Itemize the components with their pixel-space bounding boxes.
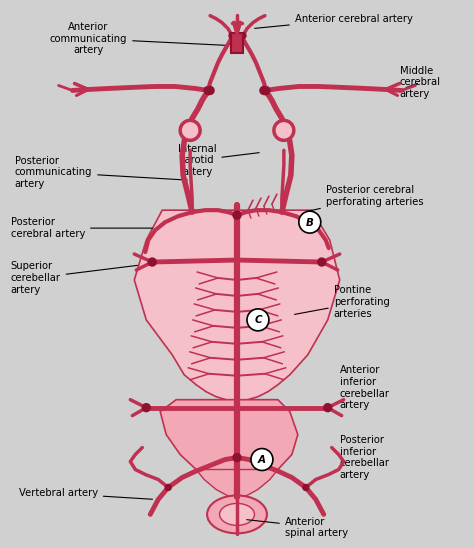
Polygon shape <box>134 210 340 402</box>
Text: Posterior cerebral
perforating arteries: Posterior cerebral perforating arteries <box>307 185 423 212</box>
Polygon shape <box>196 470 278 498</box>
Circle shape <box>206 87 214 94</box>
Ellipse shape <box>207 495 267 533</box>
Text: Posterior
communicating
artery: Posterior communicating artery <box>15 156 187 189</box>
Circle shape <box>247 309 269 331</box>
Text: Superior
cerebellar
artery: Superior cerebellar artery <box>11 261 137 295</box>
Circle shape <box>260 87 268 94</box>
Circle shape <box>233 211 241 219</box>
Circle shape <box>180 121 200 140</box>
Circle shape <box>303 484 309 490</box>
Circle shape <box>148 258 156 266</box>
Polygon shape <box>160 399 298 489</box>
Circle shape <box>299 211 321 233</box>
Ellipse shape <box>219 504 255 526</box>
Text: Internal
carotid
artery: Internal carotid artery <box>178 144 259 177</box>
Text: B: B <box>306 218 314 227</box>
Text: C: C <box>254 316 262 326</box>
Text: Posterior
cerebral artery: Posterior cerebral artery <box>11 218 153 239</box>
Text: Anterior
communicating
artery: Anterior communicating artery <box>50 22 228 55</box>
Circle shape <box>142 404 150 412</box>
Text: Posterior
inferior
cerebellar
artery: Posterior inferior cerebellar artery <box>334 435 390 480</box>
Circle shape <box>233 454 241 461</box>
Text: Vertebral artery: Vertebral artery <box>18 488 153 499</box>
Circle shape <box>262 87 270 94</box>
Text: A: A <box>258 455 266 465</box>
Circle shape <box>324 404 332 412</box>
Text: Pontine
perforating
arteries: Pontine perforating arteries <box>294 286 390 318</box>
Circle shape <box>229 33 235 38</box>
Text: Anterior
inferior
cerebellar
artery: Anterior inferior cerebellar artery <box>332 366 390 410</box>
Circle shape <box>240 33 246 38</box>
FancyBboxPatch shape <box>231 33 243 53</box>
Text: Anterior
spinal artery: Anterior spinal artery <box>247 517 348 538</box>
Circle shape <box>251 449 273 471</box>
Circle shape <box>204 87 212 94</box>
Circle shape <box>165 484 171 490</box>
Circle shape <box>274 121 294 140</box>
Text: Middle
cerebral
artery: Middle cerebral artery <box>400 66 440 99</box>
Circle shape <box>318 258 326 266</box>
Text: Anterior cerebral artery: Anterior cerebral artery <box>255 14 413 28</box>
